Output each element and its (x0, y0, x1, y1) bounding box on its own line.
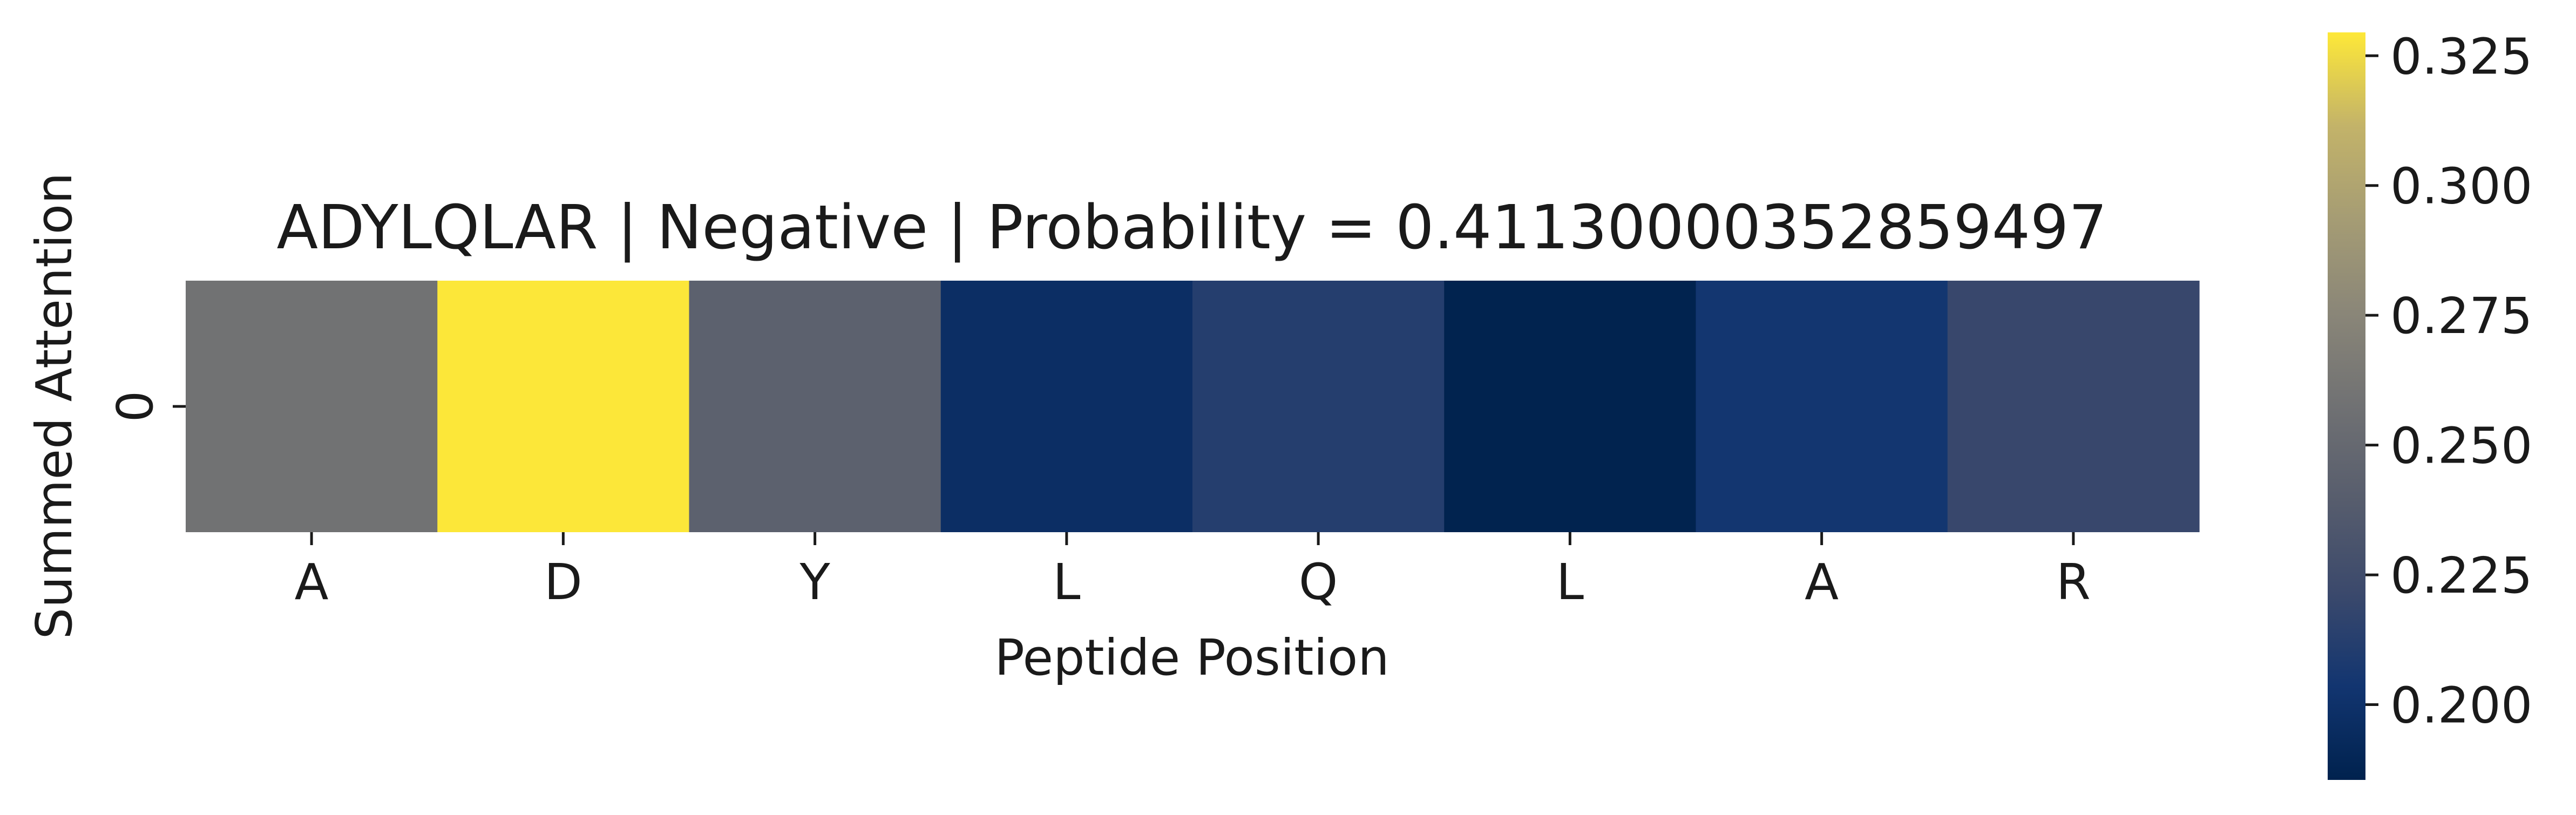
heatmap-cell (1444, 281, 1697, 532)
heatmap-cell (1192, 281, 1445, 532)
heatmap-cell (689, 281, 941, 532)
colorbar-tick-label: 0.300 (2390, 158, 2532, 215)
x-tick-label: Q (1299, 553, 1338, 611)
colorbar-tick-label: 0.225 (2390, 547, 2532, 605)
heatmap-cell (186, 281, 438, 532)
heatmap-cell (940, 281, 1193, 532)
y-tick-label: 0 (106, 391, 164, 423)
colorbar-ticks: 0.200 0.225 0.250 0.275 0.300 0.325 (2365, 28, 2532, 735)
x-tick-label: L (1556, 553, 1584, 611)
x-axis-label: Peptide Position (994, 629, 1389, 687)
colorbar (2328, 32, 2365, 780)
y-axis-label: Summed Attention (25, 173, 83, 640)
colorbar-tick-label: 0.325 (2390, 28, 2532, 85)
chart-title: ADYLQLAR | Negative | Probability = 0.41… (277, 193, 2107, 263)
x-tick-label: Y (799, 553, 831, 611)
heatmap-cell (1696, 281, 1948, 532)
x-tick-label: A (1805, 553, 1839, 611)
colorbar-tick-label: 0.200 (2390, 677, 2532, 735)
y-axis-ticks: 0 (106, 391, 186, 423)
heatmap-cells (186, 281, 2200, 532)
colorbar-tick-label: 0.250 (2390, 417, 2532, 475)
x-tick-label: R (2056, 553, 2091, 611)
x-tick-label: D (544, 553, 582, 611)
heatmap-cell (1947, 281, 2200, 532)
x-tick-label: L (1053, 553, 1080, 611)
x-tick-label: A (295, 553, 329, 611)
heatmap-cell (437, 281, 690, 532)
colorbar-tick-label: 0.275 (2390, 287, 2532, 345)
